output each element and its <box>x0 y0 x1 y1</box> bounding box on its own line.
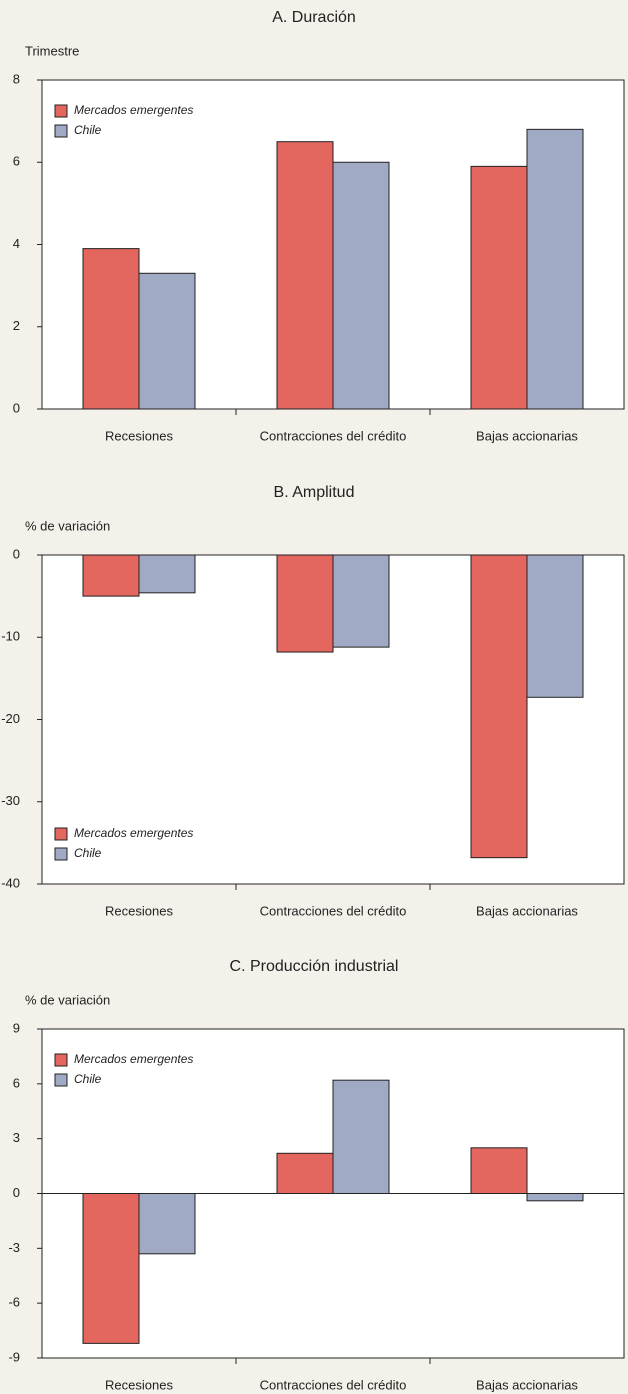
chart-title: A. Duración <box>272 9 356 26</box>
legend-label: Chile <box>74 1072 102 1086</box>
bar <box>470 165 528 410</box>
x-tick-label: Contracciones del crédito <box>260 1377 407 1392</box>
bar <box>82 1193 140 1344</box>
legend-swatch <box>54 104 68 118</box>
y-axis-label: Trimestre <box>25 43 79 58</box>
y-tick-label: -3 <box>8 1240 20 1255</box>
x-tick-label: Bajas accionarias <box>476 428 578 443</box>
legend-label: Mercados emergentes <box>74 1052 193 1066</box>
legend-swatch <box>54 827 68 841</box>
bar <box>82 248 140 410</box>
bar <box>138 1193 196 1255</box>
y-tick-label: 2 <box>13 318 20 333</box>
bar <box>138 554 196 594</box>
bar <box>332 161 390 410</box>
bar <box>332 554 390 648</box>
x-tick-label: Recesiones <box>105 903 173 918</box>
chart-title: C. Producción industrial <box>230 958 399 975</box>
bar <box>470 1147 528 1194</box>
bar <box>470 554 528 859</box>
legend-label: Chile <box>74 846 102 860</box>
bar <box>276 1152 334 1195</box>
y-tick-label: 0 <box>13 546 20 561</box>
bar <box>526 554 584 698</box>
y-tick-label: 0 <box>13 1185 20 1200</box>
y-axis-label: % de variación <box>25 992 110 1007</box>
bar <box>82 554 140 597</box>
y-tick-label: 6 <box>13 154 20 169</box>
y-tick-label: -30 <box>1 793 20 808</box>
bar <box>526 128 584 410</box>
bar <box>526 1193 584 1202</box>
x-tick-label: Contracciones del crédito <box>260 428 407 443</box>
bar <box>276 141 334 410</box>
legend-swatch <box>54 1053 68 1067</box>
x-tick-label: Contracciones del crédito <box>260 903 407 918</box>
y-tick-label: 4 <box>13 236 20 251</box>
y-tick-label: 6 <box>13 1075 20 1090</box>
legend-label: Chile <box>74 123 102 137</box>
x-tick-label: Recesiones <box>105 428 173 443</box>
legend-label: Mercados emergentes <box>74 826 193 840</box>
y-tick-label: 3 <box>13 1130 20 1145</box>
y-tick-label: 0 <box>13 400 20 415</box>
x-tick-label: Bajas accionarias <box>476 903 578 918</box>
legend-swatch <box>54 124 68 138</box>
bar <box>276 554 334 653</box>
legend-label: Mercados emergentes <box>74 103 193 117</box>
y-axis-label: % de variación <box>25 518 110 533</box>
y-tick-label: -40 <box>1 875 20 890</box>
y-tick-label: 8 <box>13 71 20 86</box>
legend-swatch <box>54 1073 68 1087</box>
chart-title: B. Amplitud <box>274 484 355 501</box>
y-tick-label: -6 <box>8 1295 20 1310</box>
y-tick-label: -9 <box>8 1349 20 1364</box>
x-tick-label: Bajas accionarias <box>476 1377 578 1392</box>
bar <box>138 272 196 410</box>
y-tick-label: 9 <box>13 1020 20 1035</box>
y-tick-label: -20 <box>1 711 20 726</box>
legend-swatch <box>54 847 68 861</box>
bar <box>332 1079 390 1194</box>
x-tick-label: Recesiones <box>105 1377 173 1392</box>
y-tick-label: -10 <box>1 629 20 644</box>
